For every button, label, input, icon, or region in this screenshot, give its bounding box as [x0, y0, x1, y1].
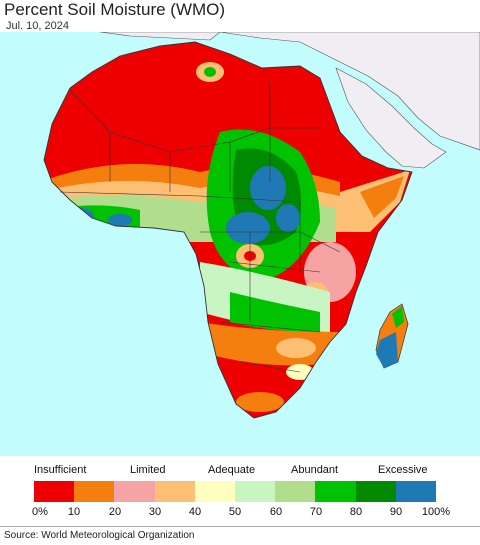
legend-swatch	[355, 481, 396, 502]
legend-swatch	[74, 481, 115, 502]
legend-tick: 0%	[32, 506, 48, 518]
madagascar-north-zone	[392, 306, 404, 328]
map-date: Jul. 10, 2024	[6, 20, 69, 32]
legend-tick: 20	[108, 506, 122, 518]
legend-swatch	[194, 481, 236, 502]
legend-tick: 70	[309, 506, 323, 518]
legend-swatch	[235, 481, 276, 502]
legend-adequate: Adequate	[208, 464, 256, 476]
country-borders	[59, 82, 341, 373]
source-text: Source: World Meteorological Organizatio…	[4, 530, 195, 541]
legend-tick: 80	[349, 506, 363, 518]
legend-tick: 30	[148, 506, 162, 518]
legend-swatch	[275, 481, 316, 502]
legend-tick: 50	[228, 506, 242, 518]
europe-land	[99, 32, 221, 41]
legend-excessive: Excessive	[378, 464, 428, 476]
legend-swatch	[395, 481, 437, 502]
soil-moisture-map	[0, 32, 480, 456]
arabian-peninsula	[335, 67, 447, 169]
legend-tick: 60	[269, 506, 283, 518]
legend-insufficient: Insufficient	[34, 464, 87, 476]
legend-swatch	[34, 481, 75, 502]
legend-tick: 40	[188, 506, 202, 518]
footer: Source: World Meteorological Organizatio…	[0, 526, 480, 545]
legend-swatch	[315, 481, 356, 502]
legend-swatch	[154, 481, 195, 502]
legend-abundant: Abundant	[291, 464, 339, 476]
legend-color-bar	[34, 481, 437, 502]
legend-tick: 100%	[421, 506, 451, 518]
madagascar-wet-zone	[376, 332, 398, 368]
middle-east-land	[219, 32, 480, 151]
legend-tick: 90	[389, 506, 403, 518]
legend-tick: 10	[67, 506, 81, 518]
legend-swatch	[114, 481, 155, 502]
map-title: Percent Soil Moisture (WMO)	[4, 0, 226, 19]
legend: Insufficient Limited Adequate Abundant E…	[0, 460, 480, 522]
legend-limited: Limited	[130, 464, 166, 476]
